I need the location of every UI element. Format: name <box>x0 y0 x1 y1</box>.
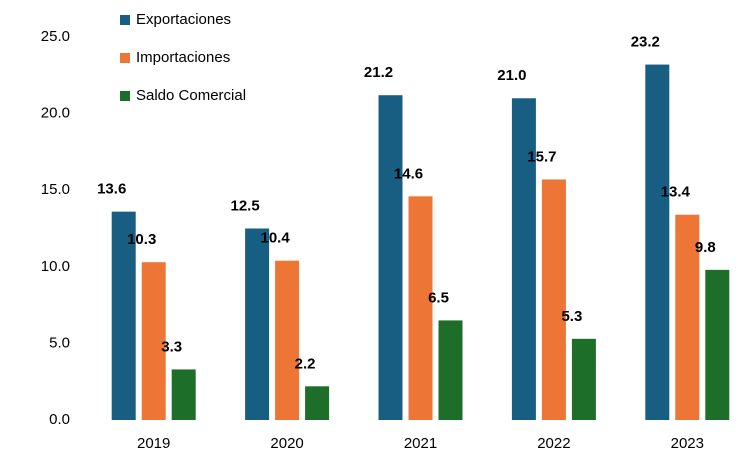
y-tick-label: 5.0 <box>49 334 70 351</box>
bar <box>408 196 433 420</box>
value-label: 14.6 <box>394 165 423 182</box>
value-label: 21.0 <box>497 67 526 84</box>
legend-swatch <box>120 91 130 101</box>
bar <box>141 262 166 420</box>
value-label: 6.5 <box>428 289 449 306</box>
legend-swatch <box>120 15 130 25</box>
y-tick-label: 0.0 <box>49 411 70 428</box>
value-label: 10.4 <box>260 230 290 247</box>
bar <box>645 64 670 421</box>
value-label: 23.2 <box>631 34 660 51</box>
bar <box>571 338 596 420</box>
bar <box>511 98 536 420</box>
x-tick-label: 2020 <box>270 435 303 452</box>
x-tick-label: 2023 <box>671 435 704 452</box>
value-label: 2.2 <box>295 355 316 372</box>
value-label: 13.6 <box>97 181 126 198</box>
y-tick-label: 10.0 <box>41 258 70 275</box>
bar <box>111 211 136 420</box>
value-label: 10.3 <box>127 231 156 248</box>
value-label: 13.4 <box>661 184 691 201</box>
bar <box>171 369 196 420</box>
value-label: 21.2 <box>364 64 393 81</box>
value-label: 12.5 <box>230 197 259 214</box>
legend-label: Saldo Comercial <box>136 87 246 104</box>
bar <box>275 260 300 420</box>
legend-label: Exportaciones <box>136 11 231 28</box>
bar <box>541 179 566 420</box>
y-tick-label: 15.0 <box>41 181 70 198</box>
x-tick-label: 2022 <box>537 435 570 452</box>
bar <box>245 228 270 420</box>
x-tick-label: 2019 <box>137 435 170 452</box>
value-label: 15.7 <box>527 148 556 165</box>
value-label: 9.8 <box>695 239 716 256</box>
value-label: 5.3 <box>561 308 582 325</box>
legend-label: Importaciones <box>136 49 230 66</box>
y-tick-label: 25.0 <box>41 28 70 45</box>
value-label: 3.3 <box>161 338 182 355</box>
bar <box>705 269 730 420</box>
bar <box>438 320 463 420</box>
bar <box>675 214 700 420</box>
bar <box>305 386 330 420</box>
x-tick-label: 2021 <box>404 435 437 452</box>
legend-swatch <box>120 53 130 63</box>
y-tick-label: 20.0 <box>41 105 70 122</box>
bar <box>378 95 403 420</box>
